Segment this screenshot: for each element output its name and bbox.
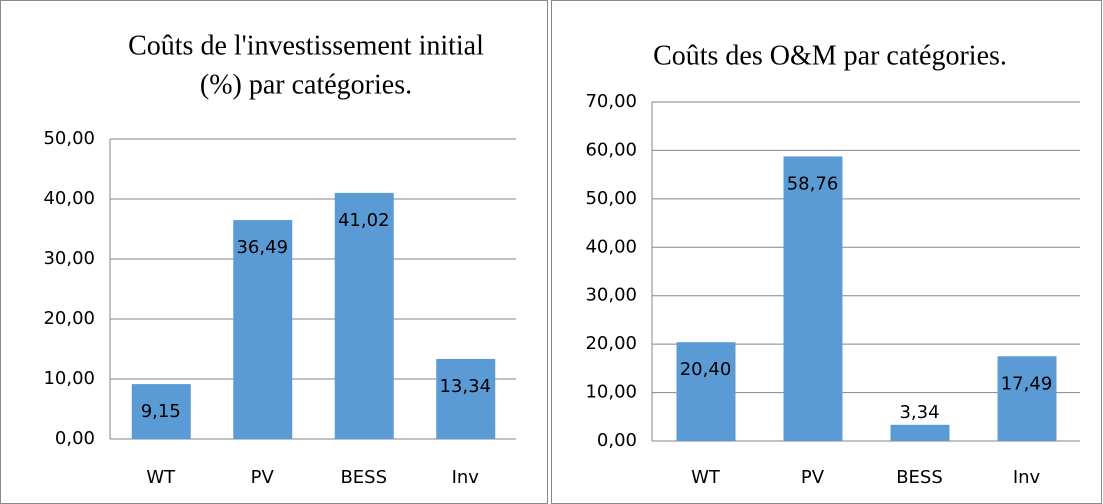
data-label: 17,49 [1001, 373, 1053, 394]
data-label: 58,76 [787, 173, 839, 194]
bar [676, 342, 736, 441]
y-tick-label: 30,00 [585, 285, 637, 306]
y-tick-label: 10,00 [43, 368, 95, 389]
x-tick-label: Inv [452, 467, 480, 488]
y-tick-label: 20,00 [585, 333, 637, 354]
data-label: 3,34 [899, 402, 939, 423]
chart-title: (%) par catégories. [200, 69, 412, 100]
y-tick-label: 40,00 [585, 236, 637, 257]
x-tick-label: BESS [896, 467, 943, 488]
y-tick-label: 50,00 [43, 128, 95, 149]
y-tick-label: 10,00 [585, 382, 637, 403]
y-tick-label: 0,00 [55, 428, 95, 449]
x-tick-label: WT [691, 467, 721, 488]
y-tick-label: 60,00 [585, 139, 637, 160]
bar [436, 358, 496, 439]
data-label: 9,15 [141, 401, 181, 422]
data-label: 13,34 [439, 376, 491, 397]
data-label: 41,02 [338, 210, 390, 231]
x-tick-label: Inv [1013, 467, 1041, 488]
x-tick-label: PV [801, 467, 825, 488]
y-tick-label: 40,00 [43, 188, 95, 209]
data-label: 36,49 [236, 237, 288, 258]
data-label: 20,40 [680, 359, 732, 380]
y-tick-label: 50,00 [585, 188, 637, 209]
bar [233, 220, 293, 439]
chart-title: Coûts des O&M par catégories. [653, 40, 1007, 71]
bar [334, 192, 394, 439]
bar [131, 384, 191, 439]
chart-title: Coûts de l'investissement initial [128, 30, 484, 61]
y-tick-label: 30,00 [43, 248, 95, 269]
x-tick-label: WT [146, 467, 176, 488]
y-tick-label: 70,00 [585, 91, 637, 112]
bar [997, 356, 1057, 441]
y-tick-label: 20,00 [43, 308, 95, 329]
y-tick-label: 0,00 [597, 430, 637, 451]
x-tick-label: BESS [340, 467, 387, 488]
x-tick-label: PV [251, 467, 275, 488]
bar [783, 156, 843, 441]
bar [890, 424, 950, 441]
